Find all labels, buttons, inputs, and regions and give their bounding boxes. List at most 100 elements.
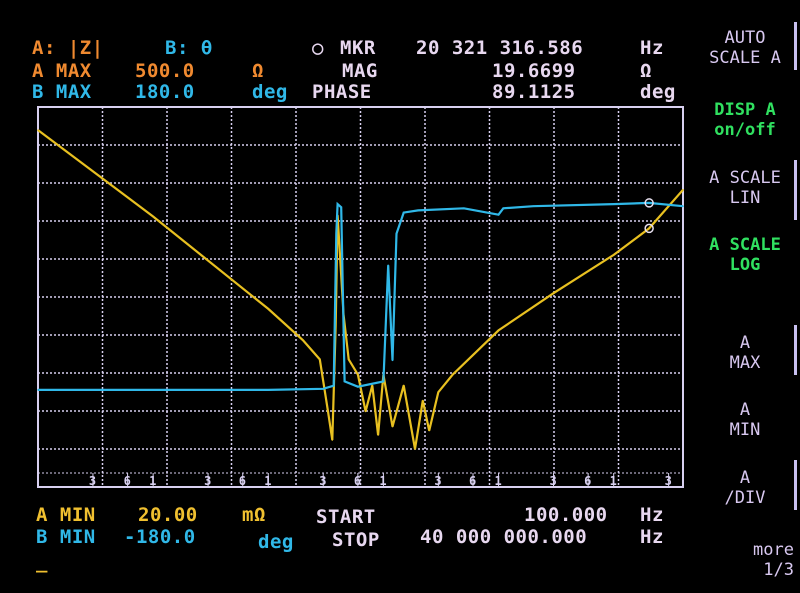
softkey-line1: more [753, 540, 794, 560]
b-min-value: -180.0 [124, 526, 196, 548]
trace-a-point [497, 329, 500, 332]
trace-b-point [648, 202, 650, 204]
trace-a-point [327, 410, 329, 413]
a-min-unit: mΩ [242, 504, 266, 526]
x-tick-label: 3 [665, 474, 672, 488]
trace-b-point [335, 232, 338, 235]
softkey-line2: MIN [729, 420, 761, 440]
stop-unit: Hz [640, 526, 664, 548]
softkey-bracket [794, 22, 797, 70]
entry-cursor: _ [36, 551, 48, 573]
trace-b-point [612, 203, 615, 205]
softkey-line2: /DIV [724, 488, 766, 508]
softkey-line2: on/off [714, 120, 776, 140]
b-min-unit: deg [258, 531, 294, 553]
start-value: 100.000 [524, 504, 608, 526]
trace-b-point [387, 264, 389, 267]
softkey-a-scale-lin[interactable]: A SCALE LIN [690, 168, 800, 208]
trace-a-point [422, 399, 424, 402]
x-tick-label: 6 [124, 474, 131, 488]
x-tick-label: 1 [610, 474, 617, 488]
softkey-line2: MAX [729, 353, 761, 373]
x-tick-label: 6 [239, 474, 246, 488]
trace-b-point [502, 207, 505, 210]
x-tick-label: 1 [379, 474, 386, 488]
trace-a-point [347, 358, 350, 361]
trace-b-point [267, 389, 270, 391]
start-unit: Hz [640, 504, 664, 526]
phase-value: 89.1125 [492, 81, 576, 103]
x-tick-label: 1 [495, 474, 502, 488]
softkey-line2: LOG [729, 255, 761, 275]
trace-a-point [357, 373, 359, 376]
marker-icon: ○ [312, 37, 324, 59]
trace-a-point [302, 339, 304, 342]
trace-b-point [322, 388, 325, 390]
softkey-line2: LIN [729, 188, 761, 208]
x-tick-label: 3 [89, 474, 96, 488]
softkey-line2: SCALE A [709, 48, 781, 68]
softkey-line2: 1/3 [763, 560, 794, 580]
b-max-label: B MAX [32, 81, 92, 103]
b-min-label: B MIN [36, 526, 96, 548]
softkey-a-div[interactable]: A/DIV [690, 468, 800, 508]
x-tick-label: 6 [584, 474, 591, 488]
trace-a-point [364, 410, 367, 413]
trace-b-point [37, 389, 39, 391]
trace-a-line [37, 129, 684, 450]
x-tick-label: 3 [204, 474, 211, 488]
marker-frequency-unit: Hz [640, 37, 664, 59]
trace-b-point [340, 206, 343, 209]
stop-value: 40 000 000.000 [420, 526, 588, 548]
trace-a-point [377, 434, 379, 436]
trace-b-point [463, 207, 465, 210]
x-tick-label: 6 [354, 474, 361, 488]
softkey-bracket [794, 325, 797, 375]
x-tick-label: 3 [549, 474, 556, 488]
a-max-value: 500.0 [135, 60, 195, 82]
trace-a-point [437, 391, 440, 394]
softkey-line1: DISP A [714, 100, 776, 120]
trace-a-point [612, 254, 615, 256]
softkey-line1: AUTO [724, 28, 766, 48]
trace-a-point [648, 227, 650, 230]
trace-b-point [357, 385, 359, 388]
softkey-a-min[interactable]: A MIN [690, 400, 800, 440]
trace-b-point [382, 380, 385, 383]
trace-a-point [552, 292, 555, 294]
softkey-bracket [794, 460, 797, 510]
a-min-value: 20.00 [138, 504, 198, 526]
softkey-a-max[interactable]: A MAX [690, 333, 800, 373]
softkey-a-scale-log[interactable]: A SCALE LOG [690, 235, 800, 275]
trace-a-point [331, 439, 334, 441]
phase-label: PHASE [312, 81, 372, 103]
x-tick-label: 3 [434, 474, 441, 488]
softkey-line1: A [739, 333, 751, 353]
trace-b-point [497, 213, 500, 216]
trace-b-line [38, 201, 684, 391]
mag-unit: Ω [640, 60, 652, 82]
marker-frequency: 20 321 316.586 [416, 37, 584, 59]
x-tick-label: 1 [264, 474, 271, 488]
softkey-line1: A [739, 400, 751, 420]
a-max-unit: Ω [252, 60, 264, 82]
softkey-bracket [794, 160, 797, 220]
trace-b-point [417, 209, 419, 212]
trace-b-label: B: θ [165, 37, 213, 59]
trace-a-point [451, 373, 454, 376]
softkey-auto-scale-a[interactable]: AUTO SCALE A [690, 28, 800, 68]
softkey-more[interactable]: more 1/3 [690, 540, 800, 580]
trace-a-point [318, 358, 321, 361]
trace-a-label: A: |Z| [32, 37, 104, 59]
trace-a-point [267, 308, 270, 310]
marker-b-icon [644, 198, 654, 208]
a-min-label: A MIN [36, 504, 96, 526]
trace-a-point [682, 189, 684, 191]
trace-a-point [152, 215, 154, 218]
x-tick-label: 3 [319, 474, 326, 488]
trace-b-point [343, 380, 346, 383]
trace-a-point [402, 384, 405, 387]
mag-value: 19.6699 [492, 60, 576, 82]
